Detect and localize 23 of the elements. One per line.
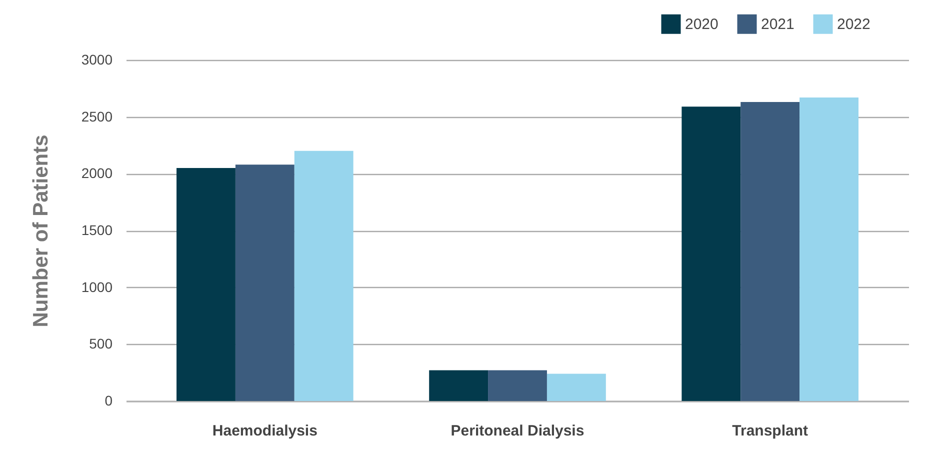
bar	[800, 98, 858, 401]
y-tick-label: 3000	[81, 52, 113, 68]
legend-label: 2022	[837, 16, 870, 34]
y-tick-label: 2000	[81, 165, 113, 182]
bar	[176, 168, 236, 401]
bar	[294, 150, 354, 401]
legend-label: 2020	[685, 16, 718, 34]
bar	[682, 106, 741, 401]
legend-label: 2021	[761, 16, 794, 34]
y-tick-label: 0	[104, 392, 113, 408]
bar	[235, 164, 294, 401]
y-tick-label: 1500	[81, 222, 113, 238]
x-tick-label: Transplant	[732, 422, 808, 440]
bar	[488, 370, 547, 401]
y-tick-label: 1000	[81, 278, 113, 295]
y-tick-label: 500	[89, 336, 113, 352]
bar	[546, 374, 606, 401]
y-axis-title: Number of Patients	[29, 134, 52, 328]
y-tick-label: 2500	[81, 108, 113, 124]
bar	[740, 102, 800, 401]
x-tick-label: Peritoneal Dialysis	[450, 422, 584, 440]
x-tick-label: Haemodialysis	[212, 422, 318, 440]
bar	[429, 370, 488, 401]
